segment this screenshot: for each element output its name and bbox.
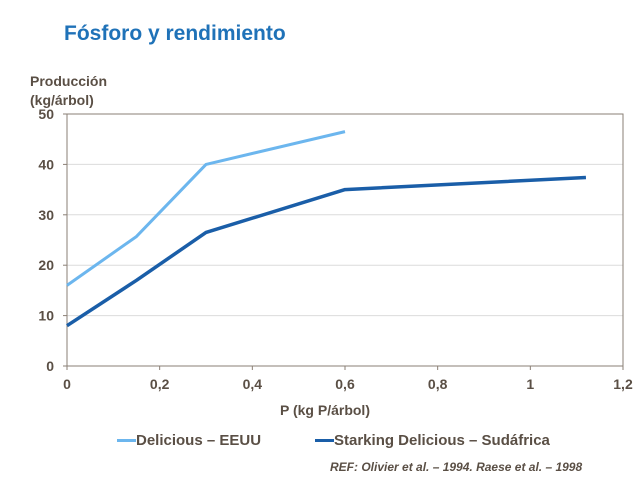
y-tick-label: 0 — [46, 358, 54, 374]
y-tick-label: 20 — [38, 257, 54, 273]
x-tick-label: 1,2 — [613, 376, 633, 392]
chart-title: Fósforo y rendimiento — [64, 22, 286, 45]
legend-swatch — [117, 439, 136, 442]
series-line-1 — [66, 175, 587, 328]
x-axis-label: P (kg P/árbol) — [280, 402, 370, 418]
legend-label: Delicious – EEUU — [136, 432, 262, 449]
x-tick-label: 1 — [526, 376, 534, 392]
x-tick-label: 0,6 — [335, 376, 355, 392]
y-tick-label: 40 — [38, 156, 54, 172]
x-tick-label: 0,4 — [243, 376, 263, 392]
reference-note: REF: Olivier et al. – 1994. Raese et al.… — [330, 460, 583, 474]
plot-frame — [66, 113, 624, 367]
legend-item-0: Delicious – EEUU — [117, 432, 261, 449]
y-tick-label: 10 — [38, 308, 54, 324]
x-tick-label: 0,2 — [150, 376, 170, 392]
y-tick-label: 50 — [38, 106, 54, 122]
x-tick-label: 0 — [63, 376, 71, 392]
series-line-0 — [66, 130, 346, 287]
legend-label: Starking Delicious – Sudáfrica — [334, 432, 550, 449]
y-tick-label: 30 — [38, 207, 54, 223]
legend-item-1: Starking Delicious – Sudáfrica — [315, 432, 550, 449]
y-axis-label: Producción (kg/árbol) — [30, 73, 108, 108]
x-tick-label: 0,8 — [428, 376, 448, 392]
legend-swatch — [315, 439, 334, 442]
